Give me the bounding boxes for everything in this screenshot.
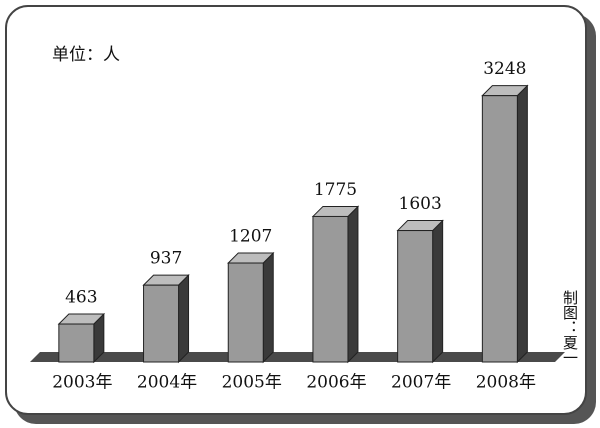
value-label: 1775 [314, 180, 357, 200]
bar [396, 219, 444, 364]
bar-front [481, 95, 518, 363]
bar-front [143, 284, 180, 363]
x-tick-label: 2006年 [306, 373, 366, 393]
bar-side [347, 205, 359, 364]
bar [142, 273, 190, 364]
value-label: 1603 [399, 194, 442, 214]
value-label: 937 [150, 249, 182, 269]
value-label: 3248 [483, 59, 526, 79]
bar [227, 251, 275, 364]
bar-front [58, 323, 95, 363]
bar-side [262, 251, 274, 364]
bar-side [432, 219, 444, 364]
bar [311, 205, 360, 364]
x-tick-label: 2008年 [476, 373, 536, 393]
bar-side [516, 84, 528, 364]
x-tick-label: 2004年 [137, 373, 197, 393]
unit-label: 单位：人 [52, 45, 120, 65]
value-label: 1207 [229, 227, 272, 247]
bar-side [178, 273, 190, 364]
bar [57, 312, 106, 364]
bar [481, 84, 529, 364]
value-label: 463 [65, 288, 97, 308]
bar-front [227, 262, 264, 363]
bar-front [312, 215, 349, 363]
credit: 制图：夏一 [561, 290, 579, 365]
x-tick-label: 2003年 [52, 373, 112, 393]
x-tick-label: 2007年 [391, 373, 451, 393]
x-tick-label: 2005年 [222, 373, 282, 393]
bar-front [397, 230, 434, 363]
